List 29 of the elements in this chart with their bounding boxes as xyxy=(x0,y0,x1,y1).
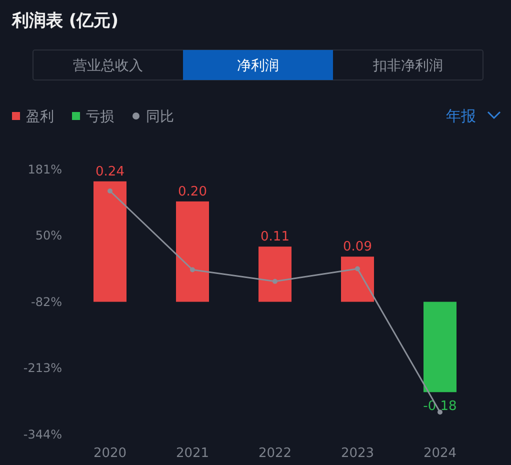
data-label: 0.24 xyxy=(96,164,124,180)
x-tick-label: 2023 xyxy=(340,446,374,461)
chart-title: 利润表 (亿元) xyxy=(11,11,118,31)
legend-label: 同比 xyxy=(146,109,174,125)
legend-label: 亏损 xyxy=(86,109,114,125)
y-tick-label: -344% xyxy=(23,427,62,442)
data-label: 0.20 xyxy=(178,184,207,200)
x-tick-label: 2020 xyxy=(93,446,127,461)
x-tick-label: 2024 xyxy=(423,446,457,461)
point xyxy=(272,278,278,284)
bar xyxy=(341,256,374,302)
x-tick-label: 2022 xyxy=(258,446,292,461)
legend-label: 盈利 xyxy=(26,109,54,125)
data-label: 0.11 xyxy=(260,230,290,245)
point xyxy=(108,188,112,194)
x-tick-label: 2021 xyxy=(176,446,210,461)
y-tick-label: 181% xyxy=(28,162,62,176)
y-tick-label: -213% xyxy=(23,361,62,376)
tabs: 营业总收入 净利润 扣非净利润 xyxy=(32,50,484,80)
point xyxy=(355,266,360,272)
bar xyxy=(94,181,126,302)
period-dropdown: 年报 xyxy=(446,107,501,125)
point xyxy=(190,267,195,272)
y-tick-label: 50% xyxy=(35,228,62,242)
bar xyxy=(176,201,209,302)
data-label: 0.09 xyxy=(343,240,372,255)
bar xyxy=(424,302,456,392)
y-tick-label: -82% xyxy=(30,295,62,310)
bar xyxy=(258,246,292,302)
